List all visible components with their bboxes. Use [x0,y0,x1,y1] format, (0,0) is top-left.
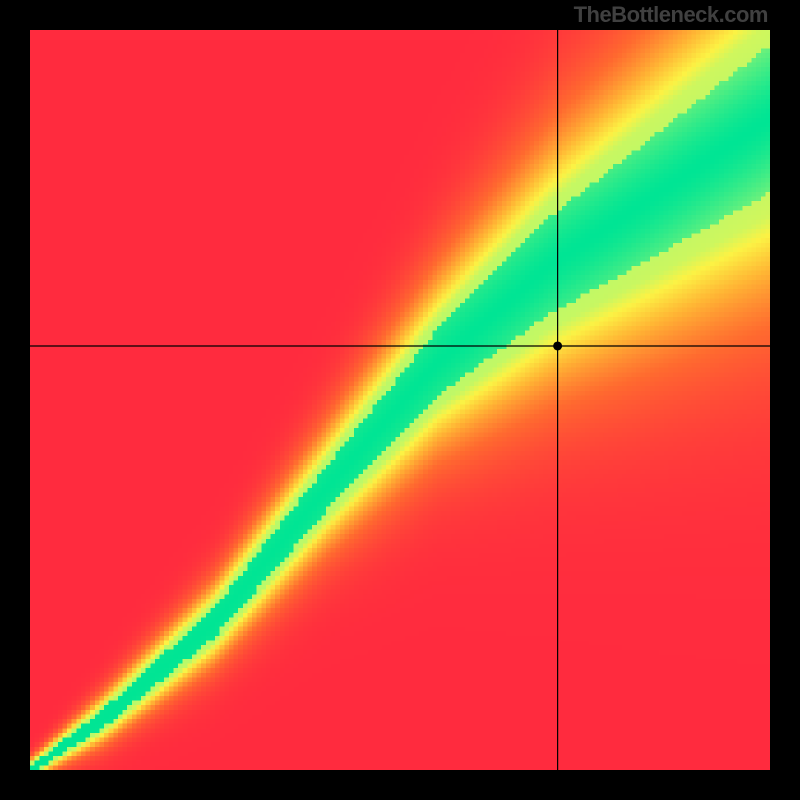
watermark-text: TheBottleneck.com [574,2,768,28]
chart-container: { "watermark": { "text": "TheBottleneck.… [0,0,800,800]
heatmap-plot [30,30,770,770]
